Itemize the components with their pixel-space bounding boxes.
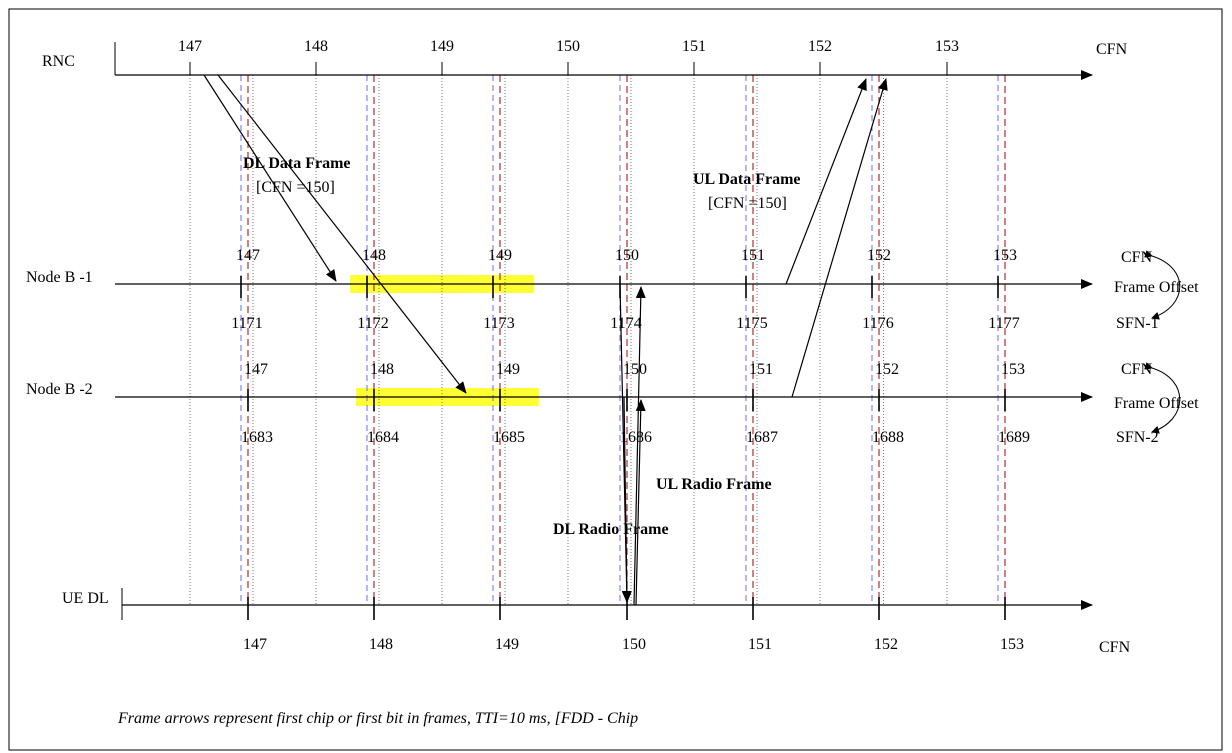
ue-cfn-number: 151 <box>748 636 772 653</box>
nodeb1-sfn-number: 1176 <box>862 315 893 332</box>
row-label-nodeb2: Node B -2 <box>26 381 93 398</box>
nodeb2-sfn-number: 1687 <box>746 429 778 446</box>
nodeb2-cfn-number: 151 <box>749 361 773 378</box>
nodeb2-cfn-number: 147 <box>244 361 268 378</box>
ue-cfn-number: 149 <box>495 636 519 653</box>
nodeb2-frame-offset-label: Frame Offset <box>1114 395 1199 412</box>
row-label-rnc: RNC <box>42 53 75 70</box>
nodeb2-sfn-number: 1684 <box>367 429 399 446</box>
nodeb1-cfn-number: 147 <box>236 247 260 264</box>
nodeb2-sfn-number: 1686 <box>620 429 652 446</box>
dl-data-frame-label: DL Data Frame <box>243 155 351 172</box>
row-label-ue-dl: UE DL <box>62 590 109 607</box>
nodeb2-sfn-number: 1683 <box>241 429 273 446</box>
nodeb2-cfn-number: 148 <box>370 361 394 378</box>
rnc-cfn-number: 147 <box>178 38 202 55</box>
nodeb1-sfn-number: 1175 <box>736 315 767 332</box>
nodeb1-cfn-number: 151 <box>741 247 765 264</box>
nodeb1-frame-offset-arrow <box>1144 250 1181 320</box>
nodeb2-cfn-number: 149 <box>496 361 520 378</box>
ue-cfn-number: 147 <box>243 636 267 653</box>
rnc-cfn-label: CFN <box>1096 41 1128 58</box>
ue-cfn-number: 150 <box>622 636 646 653</box>
nodeb1-sfn-label: SFN-1 <box>1116 315 1159 332</box>
nodeb1-cfn-number: 149 <box>488 247 512 264</box>
nodeb2-cfn-label: CFN <box>1121 361 1153 378</box>
ul-data-arrow-nodeb2 <box>791 78 888 398</box>
frame-boundary-dashes <box>240 75 1006 605</box>
dl-radio-frame-label: DL Radio Frame <box>553 521 669 538</box>
ue-cfn-number: 152 <box>874 636 898 653</box>
nodeb1-cfn-label: CFN <box>1121 249 1153 266</box>
dl-data-arrow-nodeb2 <box>217 74 467 394</box>
nodeb1-sfn-number: 1173 <box>483 315 514 332</box>
row-label-nodeb1: Node B -1 <box>26 269 93 286</box>
nodeb2-sfn-label: SFN-2 <box>1116 429 1159 446</box>
ul-data-arrow-nodeb1 <box>785 78 867 285</box>
nodeb2-cfn-number: 150 <box>623 361 647 378</box>
footnote: Frame arrows represent first chip or fir… <box>117 710 638 727</box>
nodeb1-cfn-number: 153 <box>993 247 1017 264</box>
nodeb1-cfn-number: 148 <box>362 247 386 264</box>
dl-data-frame-cfn: [CFN =150] <box>256 179 335 196</box>
dl-data-arrow-nodeb1 <box>203 74 337 282</box>
nodeb2-sfn-number: 1688 <box>872 429 904 446</box>
nodeb2-cfn-number: 153 <box>1001 361 1025 378</box>
ue-cfn-label: CFN <box>1099 639 1131 656</box>
nodeb2-sfn-number: 1685 <box>493 429 525 446</box>
ul-data-frame-label: UL Data Frame <box>693 171 801 188</box>
ul-radio-frame-label: UL Radio Frame <box>656 476 772 493</box>
outer-border <box>8 8 1223 751</box>
ul-data-frame-cfn: [CFN =150] <box>708 195 787 212</box>
rnc-cfn-number: 153 <box>935 38 959 55</box>
rnc-cfn-number: 152 <box>808 38 832 55</box>
nodeb2-cfn-number: 152 <box>875 361 899 378</box>
ue-cfn-number: 148 <box>369 636 393 653</box>
nodeb1-cfn-number: 152 <box>867 247 891 264</box>
rnc-cfn-number: 149 <box>430 38 454 55</box>
ue-cfn-number: 153 <box>1000 636 1024 653</box>
nodeb1-frame-offset-label: Frame Offset <box>1114 279 1199 296</box>
nodeb1-cfn-number: 150 <box>615 247 639 264</box>
nodeb1-sfn-number: 1174 <box>610 315 641 332</box>
axis-ticks <box>189 62 1006 620</box>
nodeb2-sfn-number: 1689 <box>998 429 1030 446</box>
frame-numbers: 147 148 149 150 151 152 153 147 148 149 150 151 152 1… <box>178 38 1030 653</box>
rnc-cfn-number: 150 <box>556 38 580 55</box>
nodeb1-sfn-number: 1177 <box>988 315 1019 332</box>
ul-radio-arrow-nodeb2 <box>635 399 646 606</box>
dl-radio-arrow-nodeb2 <box>621 396 632 603</box>
rnc-cfn-number: 151 <box>682 38 706 55</box>
nodeb1-sfn-number: 1172 <box>357 315 388 332</box>
rnc-cfn-number: 148 <box>304 38 328 55</box>
ul-radio-arrow-nodeb1 <box>633 286 646 606</box>
nodeb2-frame-offset-arrow <box>1144 362 1181 434</box>
nodeb1-sfn-number: 1171 <box>231 315 262 332</box>
grid-lines <box>189 75 948 605</box>
